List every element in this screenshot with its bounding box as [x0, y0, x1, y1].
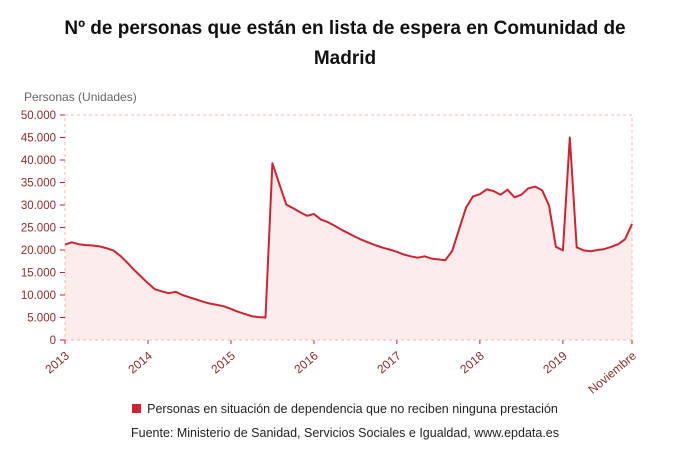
y-tick-label: 0	[50, 335, 56, 347]
source-line: Fuente: Ministerio de Sanidad, Servicios…	[130, 426, 560, 440]
legend: Personas en situación de dependencia que…	[0, 402, 690, 416]
y-tick-label: 45.000	[21, 133, 56, 145]
y-tick-label: 15.000	[21, 268, 56, 280]
x-tick-label: 2018	[457, 348, 487, 376]
y-tick-label: 35.000	[21, 178, 56, 190]
legend-label: Personas en situación de dependencia que…	[147, 402, 558, 416]
series-line	[64, 136, 633, 319]
page-title: Nº de personas que están en lista de esp…	[64, 18, 626, 70]
y-tick-label: 25.000	[21, 223, 56, 235]
y-axis-title: Personas (Unidades)	[24, 90, 137, 104]
y-tick-label: 20.000	[21, 245, 56, 257]
x-tick-label: Noviembre	[585, 348, 639, 396]
y-tick-label: 50.000	[21, 110, 56, 122]
line-chart: 0 5.000 10.000 15.000 20.000 25.000 30.000 35.0…	[21, 110, 639, 397]
x-tick-label: 2013	[42, 348, 72, 376]
legend-swatch-icon	[132, 404, 142, 413]
x-tick-label: 2016	[291, 348, 321, 376]
y-tick-label: 40.000	[21, 155, 56, 167]
y-tick-label: 10.000	[21, 290, 56, 302]
x-tick-label: 2014	[125, 348, 155, 376]
x-tick-label: 2017	[374, 348, 404, 376]
y-tick-label: 5.000	[27, 313, 56, 325]
y-tick-label: 30.000	[21, 200, 56, 212]
series-area	[65, 137, 632, 340]
x-tick-label: 2019	[540, 348, 570, 376]
x-tick-label: 2015	[208, 348, 238, 376]
